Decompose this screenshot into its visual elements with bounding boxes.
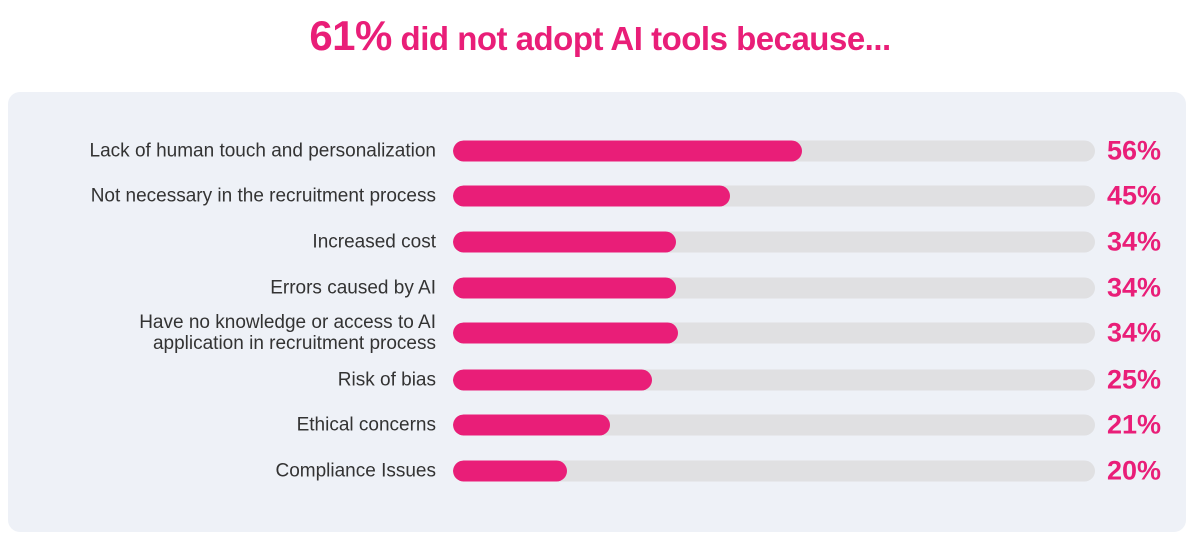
- bar-row: Increased cost 34%: [0, 222, 1200, 262]
- value-label: 25%: [1107, 364, 1162, 395]
- bar: [453, 231, 677, 253]
- chart-panel: [8, 92, 1186, 532]
- bar: [453, 460, 568, 482]
- chart-title: 61% did not adopt AI tools because...: [0, 12, 1200, 60]
- category-label: Risk of bias: [337, 369, 436, 391]
- bar-row: Risk of bias 25%: [0, 360, 1200, 400]
- value-label: 45%: [1107, 180, 1162, 211]
- value-label: 20%: [1107, 455, 1162, 486]
- bar-row: Have no knowledge or access to AI applic…: [0, 312, 1200, 354]
- bar: [453, 277, 677, 299]
- category-label: Errors caused by AI: [270, 277, 436, 299]
- bar: [453, 140, 802, 162]
- bar: [453, 185, 731, 207]
- bar-track: [453, 369, 1095, 391]
- bar: [453, 414, 611, 436]
- bar-row: Ethical concerns 21%: [0, 405, 1200, 445]
- bar-row: Errors caused by AI 34%: [0, 268, 1200, 308]
- value-label: 21%: [1107, 409, 1162, 440]
- bar-track: [453, 322, 1095, 344]
- title-highlight: 61%: [309, 12, 392, 59]
- bar: [453, 369, 653, 391]
- category-label: Not necessary in the recruitment process: [90, 185, 436, 207]
- category-label: Increased cost: [312, 231, 436, 253]
- category-label: Lack of human touch and personalization: [89, 140, 436, 162]
- value-label: 34%: [1107, 272, 1162, 303]
- bar-row: Compliance Issues 20%: [0, 451, 1200, 491]
- category-label: Ethical concerns: [296, 414, 436, 436]
- value-label: 56%: [1107, 135, 1162, 166]
- bar-track: [453, 277, 1095, 299]
- value-label: 34%: [1107, 317, 1162, 348]
- bar-track: [453, 231, 1095, 253]
- bar: [453, 322, 678, 344]
- bar-row: Lack of human touch and personalization 5…: [0, 131, 1200, 171]
- title-text: did not adopt AI tools because...: [391, 20, 892, 57]
- value-label: 34%: [1107, 226, 1162, 257]
- bar-track: [453, 460, 1095, 482]
- bar-track: [453, 140, 1095, 162]
- bar-row: Not necessary in the recruitment process…: [0, 176, 1200, 216]
- category-label: Compliance Issues: [275, 460, 436, 482]
- bar-track: [453, 185, 1095, 207]
- bar-track: [453, 414, 1095, 436]
- category-label: Have no knowledge or access to AI applic…: [139, 312, 436, 354]
